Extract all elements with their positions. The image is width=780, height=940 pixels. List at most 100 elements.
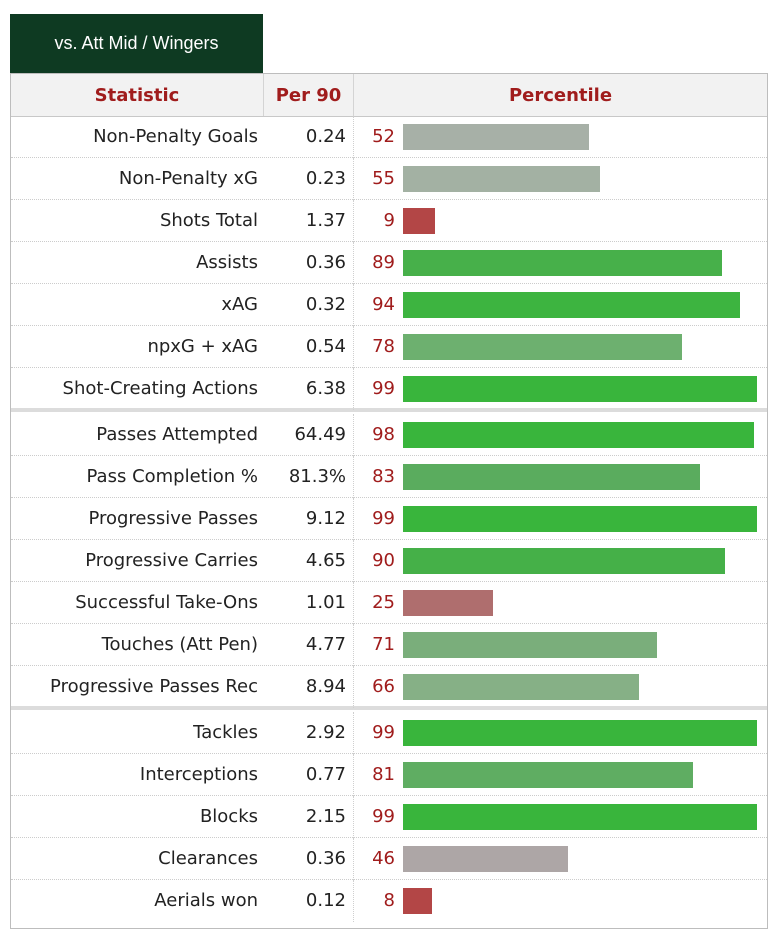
per90-value: 0.36 — [305, 848, 346, 869]
column-divider — [353, 498, 355, 540]
header-divider — [263, 74, 264, 116]
table-row: Shots Total 1.37 9 — [11, 200, 767, 242]
per90-value: 0.12 — [305, 890, 346, 911]
column-divider — [353, 540, 355, 582]
table-row: Clearances 0.36 46 — [11, 838, 767, 880]
percentile-bar — [403, 762, 693, 788]
per90-value: 0.54 — [305, 336, 346, 357]
comparison-tab[interactable]: vs. Att Mid / Wingers — [10, 14, 263, 73]
stat-name[interactable]: Blocks — [199, 806, 258, 827]
stat-name[interactable]: Clearances — [158, 848, 258, 869]
per90-value: 64.49 — [294, 424, 346, 445]
table-row: Non-Penalty Goals 0.24 52 — [11, 116, 767, 158]
percentile-bar — [403, 632, 657, 658]
percentile-value: 8 — [383, 890, 395, 911]
percentile-value: 99 — [372, 806, 395, 827]
percentile-bar — [403, 804, 757, 830]
stat-name[interactable]: Successful Take-Ons — [75, 592, 258, 613]
column-divider — [353, 284, 355, 326]
stat-name[interactable]: Tackles — [193, 722, 258, 743]
per90-value: 4.77 — [305, 634, 346, 655]
table-row: Progressive Carries 4.65 90 — [11, 540, 767, 582]
stat-name[interactable]: Touches (Att Pen) — [101, 634, 258, 655]
comparison-tab-label: vs. Att Mid / Wingers — [54, 33, 219, 53]
table-row: Passes Attempted 64.49 98 — [11, 414, 767, 456]
stat-name[interactable]: xAG — [221, 294, 258, 315]
table-row: xAG 0.32 94 — [11, 284, 767, 326]
stat-name[interactable]: Assists — [196, 252, 258, 273]
table-row: Touches (Att Pen) 4.77 71 — [11, 624, 767, 666]
stat-name[interactable]: Progressive Passes Rec — [50, 676, 258, 697]
percentile-value: 71 — [372, 634, 395, 655]
per90-value: 0.24 — [305, 126, 346, 147]
column-divider — [353, 200, 355, 242]
percentile-bar — [403, 888, 432, 914]
per90-value: 9.12 — [305, 508, 346, 529]
percentile-value: 52 — [372, 126, 395, 147]
percentile-value: 99 — [372, 508, 395, 529]
column-divider — [353, 754, 355, 796]
percentile-bar — [403, 334, 682, 360]
stat-name[interactable]: Pass Completion % — [86, 466, 258, 487]
column-divider — [353, 624, 355, 666]
table-row: Interceptions 0.77 81 — [11, 754, 767, 796]
per90-value: 6.38 — [305, 378, 346, 399]
percentile-bar — [403, 376, 757, 402]
stat-name[interactable]: Aerials won — [154, 890, 258, 911]
percentile-bar — [403, 720, 757, 746]
header-divider — [353, 74, 354, 116]
table-row: Aerials won 0.12 8 — [11, 880, 767, 922]
column-divider — [353, 414, 355, 456]
stat-name[interactable]: npxG + xAG — [147, 336, 258, 357]
column-divider — [353, 456, 355, 498]
scouting-report-table: Statistic Per 90 Percentile Non-Penalty … — [10, 73, 768, 929]
column-divider — [353, 116, 355, 158]
column-divider — [353, 880, 355, 922]
stat-name[interactable]: Passes Attempted — [96, 424, 258, 445]
per90-value: 2.92 — [305, 722, 346, 743]
per90-value: 0.23 — [305, 168, 346, 189]
percentile-value: 55 — [372, 168, 395, 189]
percentile-bar — [403, 506, 757, 532]
per90-value: 2.15 — [305, 806, 346, 827]
per90-value: 1.01 — [305, 592, 346, 613]
stat-name[interactable]: Shot-Creating Actions — [62, 378, 258, 399]
percentile-value: 89 — [372, 252, 395, 273]
per90-value: 81.3% — [288, 466, 346, 487]
table-header: Statistic Per 90 Percentile — [11, 74, 767, 117]
table-row: Progressive Passes 9.12 99 — [11, 498, 767, 540]
header-statistic[interactable]: Statistic — [94, 85, 180, 106]
table-row: Blocks 2.15 99 — [11, 796, 767, 838]
per90-value: 0.77 — [305, 764, 346, 785]
header-per90[interactable]: Per 90 — [275, 85, 342, 106]
column-divider — [353, 666, 355, 708]
percentile-value: 99 — [372, 722, 395, 743]
percentile-value: 25 — [372, 592, 395, 613]
stat-name[interactable]: Non-Penalty Goals — [93, 126, 258, 147]
percentile-bar — [403, 464, 700, 490]
percentile-bar — [403, 124, 589, 150]
header-percentile[interactable]: Percentile — [508, 85, 613, 106]
stat-name[interactable]: Shots Total — [159, 210, 258, 231]
stat-name[interactable]: Interceptions — [139, 764, 258, 785]
table-row: Assists 0.36 89 — [11, 242, 767, 284]
percentile-bar — [403, 166, 600, 192]
stat-name[interactable]: Non-Penalty xG — [118, 168, 258, 189]
stat-name[interactable]: Progressive Carries — [85, 550, 258, 571]
percentile-bar — [403, 250, 722, 276]
per90-value: 0.32 — [305, 294, 346, 315]
table-row: Pass Completion % 81.3% 83 — [11, 456, 767, 498]
percentile-bar — [403, 208, 435, 234]
percentile-value: 81 — [372, 764, 395, 785]
table-row: Progressive Passes Rec 8.94 66 — [11, 666, 767, 710]
percentile-bar — [403, 422, 754, 448]
percentile-value: 94 — [372, 294, 395, 315]
percentile-bar — [403, 674, 639, 700]
stat-name[interactable]: Progressive Passes — [88, 508, 258, 529]
percentile-bar — [403, 548, 725, 574]
per90-value: 0.36 — [305, 252, 346, 273]
percentile-bar — [403, 590, 493, 616]
percentile-value: 66 — [372, 676, 395, 697]
column-divider — [353, 158, 355, 200]
table-row: Successful Take-Ons 1.01 25 — [11, 582, 767, 624]
